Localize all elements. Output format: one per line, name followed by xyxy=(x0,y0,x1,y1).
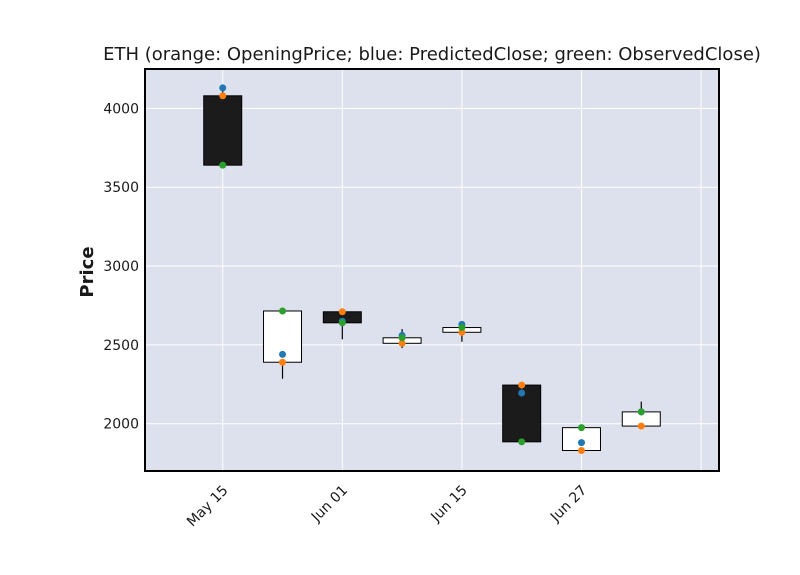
opening-price-point xyxy=(279,358,287,366)
predicted-close-point xyxy=(577,439,585,447)
y-axis-label: Price xyxy=(77,246,98,297)
predicted-close-point xyxy=(279,350,287,358)
y-axis-ticks: 2000 2500 3000 3500 4000 xyxy=(103,101,139,432)
observed-close-point xyxy=(577,424,585,432)
opening-price-point xyxy=(637,422,645,430)
y-tick-label: 3000 xyxy=(103,259,139,275)
y-tick-label: 2000 xyxy=(103,417,139,433)
candle-body xyxy=(203,95,243,166)
y-tick-label: 2500 xyxy=(103,338,139,354)
observed-close-point xyxy=(219,161,227,169)
x-axis-ticks: May 15 Jun 01 Jun 15 Jun 27 xyxy=(184,483,590,531)
observed-close-point xyxy=(398,334,406,342)
observed-close-point xyxy=(518,438,526,446)
x-tick-label: Jun 01 xyxy=(308,483,351,526)
predicted-close-point xyxy=(518,389,526,397)
x-tick-label: Jun 15 xyxy=(427,483,470,526)
x-tick-label: May 15 xyxy=(184,483,232,531)
opening-price-point xyxy=(338,308,346,316)
plot-frame xyxy=(144,68,720,472)
observed-close-point xyxy=(338,319,346,327)
predicted-close-point xyxy=(219,84,227,92)
observed-close-point xyxy=(637,408,645,416)
opening-price-point xyxy=(219,92,227,100)
y-tick-label: 4000 xyxy=(103,101,139,117)
observed-close-point xyxy=(458,324,466,332)
chart-title: ETH (orange: OpeningPrice; blue: Predict… xyxy=(103,44,761,65)
opening-price-point xyxy=(577,447,585,455)
gridlines xyxy=(145,69,719,471)
opening-price-point xyxy=(398,339,406,347)
observed-close-point xyxy=(279,307,287,315)
price-markers xyxy=(219,84,645,455)
opening-price-point xyxy=(518,381,526,389)
x-tick-label: Jun 27 xyxy=(547,483,590,526)
y-tick-label: 3500 xyxy=(103,180,139,196)
